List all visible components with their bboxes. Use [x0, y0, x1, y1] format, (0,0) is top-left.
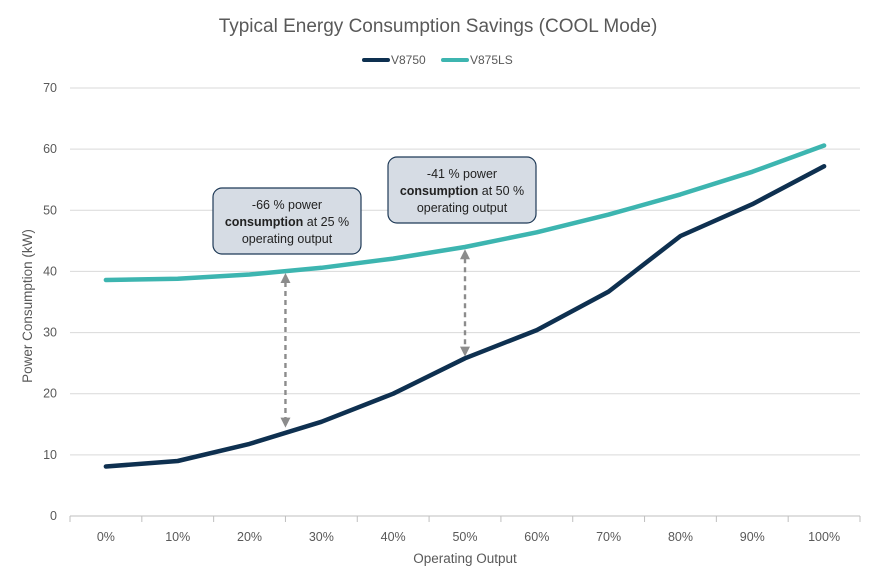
series-line-v8750	[103, 164, 827, 469]
legend: V8750 V875LS	[362, 53, 513, 67]
y-tick-label-30: 30	[43, 326, 57, 340]
savings-50-line2: consumption at 50 %	[400, 184, 524, 198]
savings-50-line2-bold: consumption	[400, 184, 478, 198]
x-tick-label-100pct: 100%	[808, 530, 840, 544]
series-line-v875ls	[103, 143, 827, 283]
annotation-arrows	[280, 249, 470, 428]
y-tick-label-70: 70	[43, 81, 57, 95]
savings-25-arrow-head-up	[280, 273, 291, 284]
savings-50-arrow-head-down	[460, 346, 470, 357]
x-tick-label-90pct: 90%	[740, 530, 765, 544]
savings-25-line2-bold: consumption	[225, 215, 303, 229]
y-tick-label-20: 20	[43, 387, 57, 401]
savings-25-line2-rest: at 25 %	[303, 215, 349, 229]
savings-25-arrow-head-down	[280, 417, 291, 428]
x-tick-label-20pct: 20%	[237, 530, 262, 544]
legend-label-v875ls: V875LS	[470, 53, 513, 67]
x-tick-label-60pct: 60%	[524, 530, 549, 544]
chart-title: Typical Energy Consumption Savings (COOL…	[219, 16, 658, 37]
series-lines	[103, 143, 827, 469]
y-axis-ticks: 0 10 20 30 40 50 60 70	[43, 81, 57, 523]
x-tick-label-0pct: 0%	[97, 530, 115, 544]
x-tick-label-70pct: 70%	[596, 530, 621, 544]
savings-50-line2-rest: at 50 %	[478, 184, 524, 198]
x-tick-label-10pct: 10%	[165, 530, 190, 544]
savings-25-box	[212, 187, 362, 255]
savings-50-box	[387, 156, 537, 224]
annotations: -66 % power consumption at 25 % operating …	[212, 156, 537, 255]
y-axis-label: Power Consumption (kW)	[20, 229, 35, 383]
savings-50-arrow-head-up	[460, 249, 470, 260]
y-tick-label-60: 60	[43, 142, 57, 156]
y-tick-label-0: 0	[50, 509, 57, 523]
y-tick-label-40: 40	[43, 264, 57, 278]
savings-50-line1: -41 % power	[427, 167, 497, 181]
savings-25-line3: operating output	[242, 232, 333, 246]
x-tick-label-30pct: 30%	[309, 530, 334, 544]
savings-25-line2: consumption at 25 %	[225, 215, 349, 229]
x-tick-label-50pct: 50%	[452, 530, 477, 544]
x-tick-label-80pct: 80%	[668, 530, 693, 544]
legend-label-v8750: V8750	[391, 53, 426, 67]
y-tick-label-50: 50	[43, 203, 57, 217]
x-tick-label-40pct: 40%	[381, 530, 406, 544]
savings-50-line3: operating output	[417, 201, 508, 215]
x-axis: 0% 10% 20% 30% 40% 50% 60% 70% 80% 90% 100%	[69, 515, 861, 544]
y-tick-label-10: 10	[43, 448, 57, 462]
x-axis-label: Operating Output	[413, 551, 517, 566]
savings-25-line1: -66 % power	[252, 198, 322, 212]
